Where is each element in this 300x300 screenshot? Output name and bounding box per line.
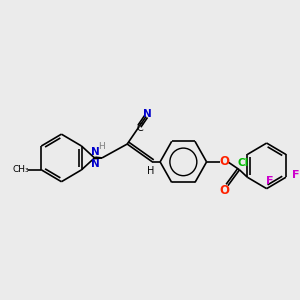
Text: F: F — [292, 170, 299, 180]
Text: O: O — [219, 155, 229, 168]
Text: H: H — [147, 166, 154, 176]
Text: N: N — [91, 147, 100, 157]
Text: Cl: Cl — [238, 158, 249, 168]
Text: H: H — [98, 142, 104, 151]
Text: N: N — [91, 159, 100, 169]
Text: F: F — [266, 176, 273, 186]
Text: O: O — [219, 184, 229, 197]
Text: C: C — [136, 123, 143, 133]
Text: CH₃: CH₃ — [13, 165, 29, 174]
Text: N: N — [143, 110, 152, 119]
